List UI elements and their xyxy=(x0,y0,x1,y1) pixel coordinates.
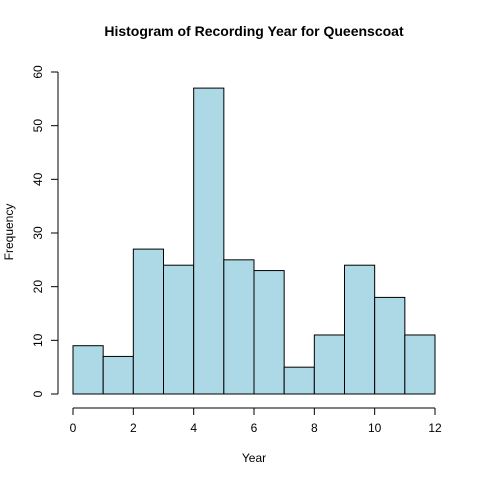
histogram-bar-10 xyxy=(374,296,406,395)
x-axis-label: Year xyxy=(242,451,266,465)
x-tick-label-0: 0 xyxy=(70,421,77,435)
bars-group xyxy=(72,87,436,395)
histogram-bar-5 xyxy=(223,259,255,395)
y-axis: 0 10 20 30 40 50 60 xyxy=(31,65,59,397)
y-tick-label-1: 10 xyxy=(31,333,45,347)
chart-title: Histogram of Recording Year for Queensco… xyxy=(104,23,404,39)
x-tick-label-4: 8 xyxy=(311,421,318,435)
y-tick-label-0: 0 xyxy=(31,390,45,397)
x-tick-label-3: 6 xyxy=(251,421,258,435)
histogram-bar-1 xyxy=(102,355,134,395)
histogram-bar-0 xyxy=(72,345,104,395)
y-tick-label-2: 20 xyxy=(31,280,45,294)
histogram-bar-3 xyxy=(163,264,195,395)
histogram-bar-6 xyxy=(253,270,285,395)
x-tick-label-6: 12 xyxy=(428,421,442,435)
x-tick-label-2: 4 xyxy=(190,421,197,435)
histogram-bar-8 xyxy=(313,334,345,395)
x-tick-label-5: 10 xyxy=(368,421,382,435)
histogram-bar-7 xyxy=(283,366,315,395)
y-tick-label-6: 60 xyxy=(31,65,45,79)
histogram-bar-11 xyxy=(404,334,436,395)
x-axis: 0 2 4 6 8 10 12 xyxy=(70,407,442,435)
y-tick-label-4: 40 xyxy=(31,172,45,186)
y-tick-label-5: 50 xyxy=(31,119,45,133)
histogram-bar-4 xyxy=(193,87,225,395)
y-tick-label-3: 30 xyxy=(31,226,45,240)
x-tick-label-1: 2 xyxy=(130,421,137,435)
y-axis-label: Frequency xyxy=(2,204,16,261)
histogram-bar-2 xyxy=(132,248,165,395)
histogram-bar-9 xyxy=(344,264,376,395)
